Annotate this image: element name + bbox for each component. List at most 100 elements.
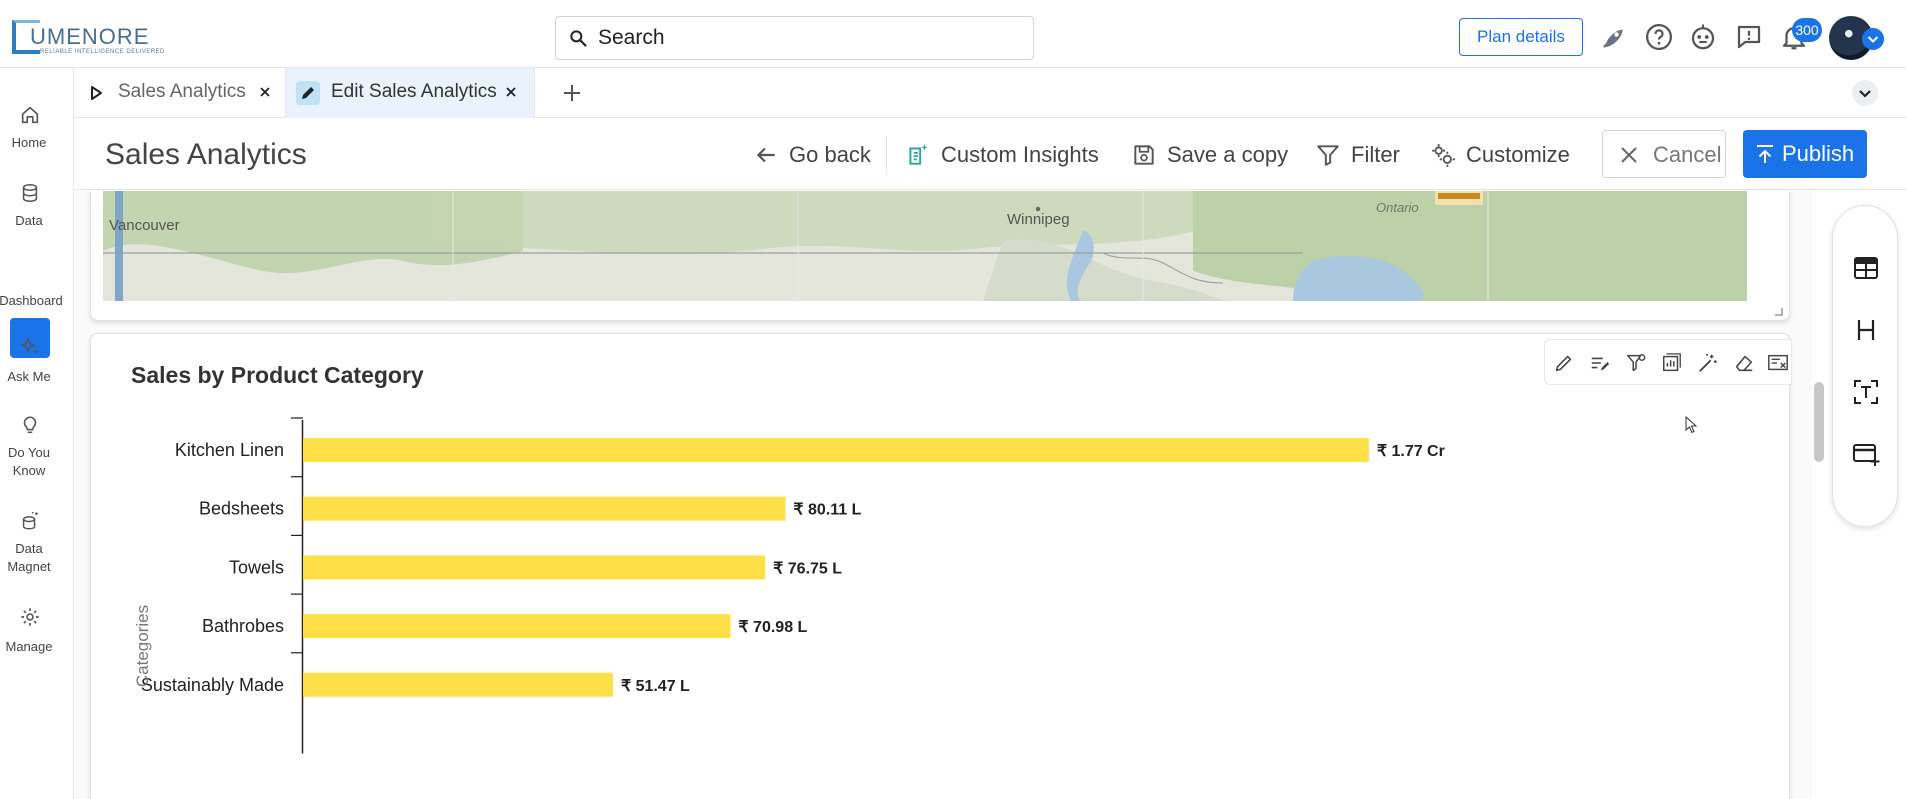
go-back-button[interactable]: Go back (753, 138, 873, 172)
add-tab-icon[interactable] (560, 81, 584, 105)
nav-label-dashboard: Dashboard (0, 293, 63, 308)
search-input[interactable] (598, 25, 1018, 51)
bar-sustainably-made (303, 672, 613, 697)
customize-label: Customize (1466, 142, 1570, 167)
category-label: Bedsheets (199, 499, 284, 519)
logo-tagline: RELIABLE INTELLIGENCE DELIVERED (40, 49, 165, 55)
tabs-bar: Sales Analytics Edit Sales Analytics (74, 68, 1906, 118)
data-label: ₹ 80.11 L (793, 502, 861, 519)
dashboard-active-indicator (10, 318, 50, 358)
chevron-down-icon[interactable] (1851, 79, 1879, 107)
nav-item-home[interactable]: Home (0, 104, 74, 154)
nav-item-data[interactable]: Data (0, 182, 74, 232)
custom-insights-label: Custom Insights (941, 142, 1099, 167)
map-view[interactable]: Vancouver Winnipeg Ontario (103, 191, 1747, 301)
category-label: Bathrobes (202, 616, 284, 636)
search-box[interactable] (555, 16, 1034, 60)
dashboard-icon (20, 260, 40, 280)
nav-item-ask-me[interactable]: Ask Me (0, 336, 74, 392)
chart-type-icon[interactable] (1661, 352, 1683, 374)
gear-icon (21, 608, 39, 626)
dashboard-canvas: Vancouver Winnipeg Ontario Sales by Prod… (74, 191, 1814, 799)
remove-widget-icon[interactable] (1767, 352, 1789, 374)
mouse-cursor-icon (1685, 416, 1698, 434)
data-label: ₹ 76.75 L (773, 560, 842, 577)
category-label: Kitchen Linen (175, 440, 284, 460)
customize-icon (1432, 144, 1455, 167)
nav-item-manage[interactable]: Manage (0, 606, 74, 662)
database-icon (22, 183, 38, 203)
rocket-icon[interactable] (1599, 22, 1629, 52)
tab-divider (285, 68, 286, 118)
y-axis-title: Categories (133, 605, 152, 687)
publish-label: Publish (1782, 141, 1855, 166)
insights-icon (909, 144, 928, 165)
bar-kitchen-linen (303, 438, 1369, 462)
tab-sales-analytics[interactable]: Sales Analytics (74, 68, 285, 118)
save-copy-button[interactable]: Save a copy (1131, 138, 1291, 172)
tab-label: Edit Sales Analytics (331, 81, 497, 102)
nav-item-dashboard[interactable]: Dashboard (0, 258, 74, 314)
page-header: Sales Analytics Go back Custom Insights … (74, 118, 1906, 190)
plan-details-button[interactable]: Plan details (1459, 18, 1583, 56)
table-widget-icon[interactable] (1852, 254, 1880, 282)
nav-item-do-you-know[interactable]: Do You Know (0, 414, 74, 484)
bulb-icon (23, 416, 37, 434)
customize-button[interactable]: Customize (1430, 138, 1580, 172)
text-widget-icon[interactable] (1852, 378, 1880, 406)
feedback-icon[interactable] (1734, 22, 1764, 52)
chart-title: Sales by Product Category (131, 362, 424, 388)
nav-item-data-magnet[interactable]: Data Magnet (0, 510, 74, 580)
logo-mark (12, 20, 40, 54)
data-label: ₹ 70.98 L (738, 619, 807, 636)
nav-label-home: Home (11, 135, 47, 150)
tab-divider (534, 68, 535, 118)
save-copy-label: Save a copy (1167, 142, 1289, 167)
heading-widget-icon[interactable] (1852, 316, 1880, 344)
map-label-vancouver: Vancouver (109, 217, 180, 234)
edit-text-icon[interactable] (1589, 352, 1611, 374)
filter-settings-icon[interactable] (1625, 352, 1647, 374)
notification-badge: 300 (1792, 18, 1822, 42)
chart-toolbar (1544, 339, 1792, 385)
filter-icon (1317, 145, 1339, 166)
cancel-button[interactable]: Cancel (1602, 130, 1726, 178)
bot-icon[interactable] (1688, 22, 1718, 52)
save-icon (1134, 145, 1154, 165)
go-back-label: Go back (789, 142, 871, 167)
add-card-icon[interactable] (1852, 440, 1880, 468)
play-icon (91, 86, 102, 100)
sparkle-icon (21, 338, 39, 355)
custom-insights-button[interactable]: Custom Insights (905, 138, 1105, 172)
map-label-ontario: Ontario (1376, 200, 1419, 215)
magic-wand-icon[interactable] (1697, 352, 1719, 374)
magnet-icon (22, 511, 38, 530)
close-icon (1621, 147, 1637, 163)
widget-palette (1832, 205, 1898, 527)
publish-button[interactable]: Publish (1743, 130, 1867, 178)
scrollbar-track[interactable] (1812, 191, 1826, 799)
search-icon (570, 30, 587, 47)
chevron-down-icon[interactable] (1862, 28, 1884, 50)
edit-icon[interactable] (1553, 352, 1575, 374)
help-icon[interactable] (1644, 22, 1674, 52)
bar-bedsheets (303, 496, 786, 521)
left-navigation: Home Data Dashboard Ask Me Do You Know D… (0, 68, 74, 799)
app-logo[interactable]: UMENORE RELIABLE INTELLIGENCE DELIVERED (12, 18, 164, 58)
logo-text: UMENORE (30, 24, 150, 49)
resize-handle-icon[interactable] (1773, 306, 1783, 316)
map-label-winnipeg: Winnipeg (1007, 211, 1070, 228)
close-icon[interactable] (256, 83, 274, 101)
map-widget[interactable]: Vancouver Winnipeg Ontario (90, 191, 1790, 321)
top-bar: UMENORE RELIABLE INTELLIGENCE DELIVERED … (0, 0, 1906, 68)
tab-edit-sales-analytics[interactable]: Edit Sales Analytics (286, 68, 534, 118)
eraser-icon[interactable] (1733, 352, 1755, 374)
sales-by-category-card[interactable]: Sales by Product Category Kitchen Linen ₹… (90, 333, 1792, 799)
upload-icon (1757, 145, 1773, 163)
home-icon (21, 106, 39, 124)
filter-label: Filter (1351, 142, 1400, 167)
close-icon[interactable] (502, 83, 520, 101)
filter-button[interactable]: Filter (1315, 138, 1405, 172)
scrollbar-thumb[interactable] (1814, 382, 1824, 462)
